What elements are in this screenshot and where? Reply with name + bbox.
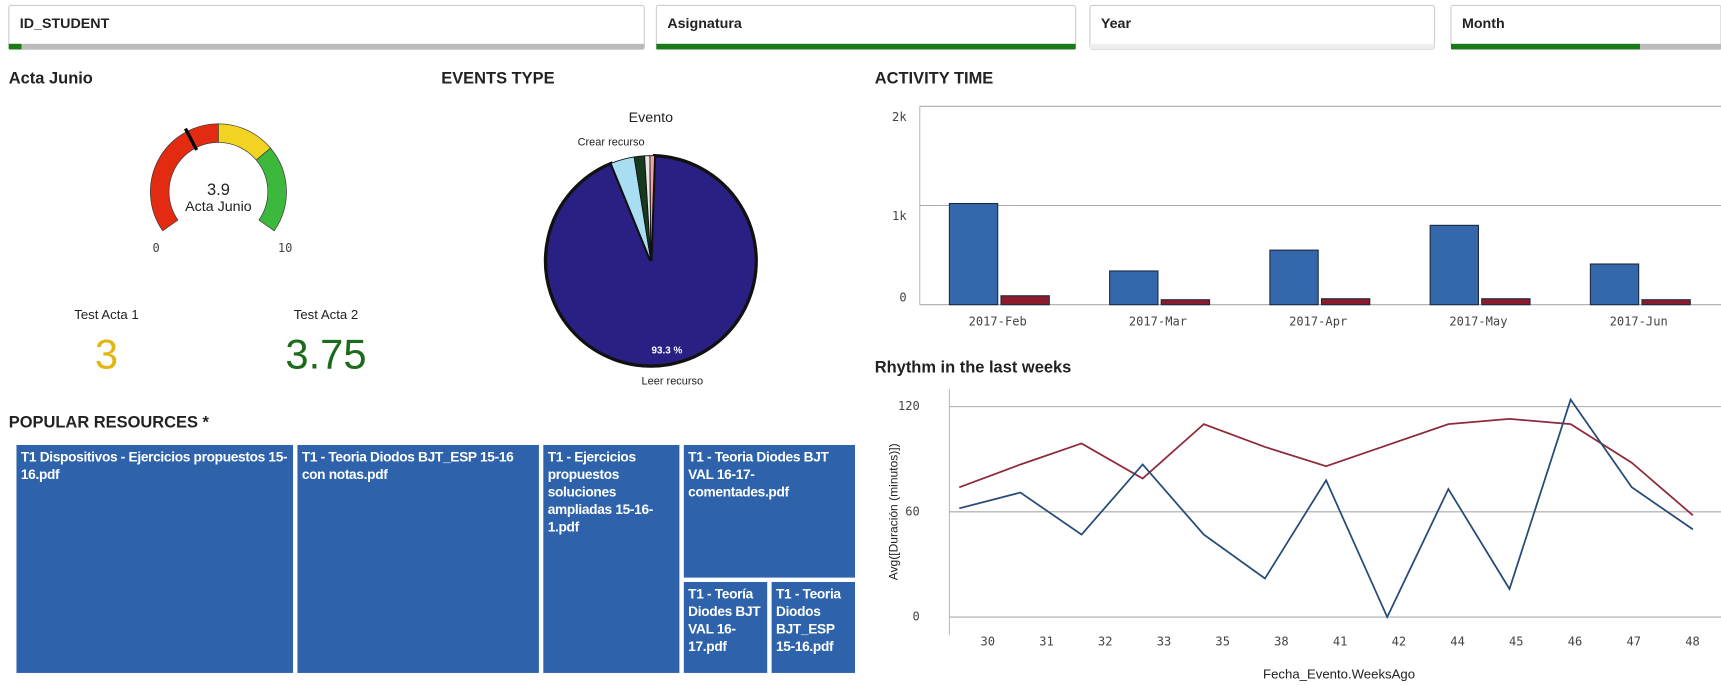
filter[interactable]: Asignatura xyxy=(655,4,1077,50)
x-tick-label: 45 xyxy=(1509,635,1524,649)
resource-tile[interactable]: T1 - Teoria Diodos BJT_ESP 15-16.pdf xyxy=(769,579,858,676)
resource-rect xyxy=(541,442,682,676)
resource-label-box: T1 - Teoria Diodos BJT_ESP 15-16 con not… xyxy=(301,449,514,483)
bar xyxy=(1160,299,1211,306)
pie-subtitle: Evento xyxy=(629,110,673,126)
resource-tile[interactable]: T1 - Ejercicios propuestos soluciones am… xyxy=(541,442,682,676)
x-tick-label: 31 xyxy=(1039,635,1054,649)
x-tick-label: 46 xyxy=(1568,635,1583,649)
x-tick-label: 33 xyxy=(1157,635,1172,649)
resource-label: T1 - Teoria Diodes BJT VAL 16-17-comenta… xyxy=(688,449,829,500)
x-tick-label: 30 xyxy=(981,635,996,649)
bar xyxy=(1109,270,1159,306)
resource-label-box: T1 - Teoria Diodes BJT VAL 16-17-comenta… xyxy=(688,449,829,500)
filter-bar-selected xyxy=(656,43,1076,50)
kpi-value: 3.75 xyxy=(285,330,366,377)
x-tick-label: 35 xyxy=(1215,635,1230,649)
resource-rect xyxy=(681,579,770,676)
filter-box xyxy=(1089,4,1436,50)
x-tick-label: 2017-Mar xyxy=(1129,315,1187,329)
bar xyxy=(1320,298,1371,306)
kpi-value: 3 xyxy=(95,330,118,377)
filter[interactable]: Month xyxy=(1450,4,1721,50)
bar xyxy=(1589,263,1640,306)
resource-rect xyxy=(14,442,296,676)
bar xyxy=(1429,224,1479,306)
resource-label-box: T1 - Teoria Diodos BJT_ESP 15-16.pdf xyxy=(775,586,841,655)
filter-label: Asignatura xyxy=(667,16,743,32)
resource-label-box: T1 - Ejercicios propuestos soluciones am… xyxy=(547,449,654,535)
y-tick-label: 0 xyxy=(899,291,906,305)
x-tick-label: 48 xyxy=(1685,635,1700,649)
resource-label-box: T1 Dispositivos - Ejercicios propuestos … xyxy=(20,449,288,483)
x-tick-label: 2017-May xyxy=(1449,315,1507,329)
resource-label: T1 - Ejercicios propuestos soluciones am… xyxy=(547,449,654,535)
y-tick-label: 2k xyxy=(892,110,907,124)
section-title: EVENTS TYPE xyxy=(441,69,554,87)
pie-category-label: Leer recurso xyxy=(642,376,704,388)
x-tick-label: 38 xyxy=(1274,635,1289,649)
x-tick-label: 32 xyxy=(1098,635,1113,649)
gauge-needle xyxy=(184,127,199,151)
resource-rect xyxy=(295,442,542,676)
y-tick-label: 0 xyxy=(912,610,919,624)
section-title: Acta Junio xyxy=(9,69,93,87)
y-axis-title: Avg([Duración (minutos)]) xyxy=(887,443,901,580)
y-tick-label: 120 xyxy=(898,399,920,413)
bar xyxy=(1481,298,1531,306)
filter-label: Month xyxy=(1462,16,1505,32)
line-series xyxy=(958,418,1694,517)
kpi-label: Test Acta 2 xyxy=(294,307,358,322)
filter[interactable]: Year xyxy=(1089,4,1436,50)
filter[interactable]: ID_STUDENT xyxy=(8,4,645,50)
bar xyxy=(1269,249,1319,306)
resource-tile[interactable]: T1 Dispositivos - Ejercicios propuestos … xyxy=(14,442,296,676)
filter-label: ID_STUDENT xyxy=(20,16,110,32)
filter-bar xyxy=(1089,43,1435,50)
resource-label-box: T1 - Teoría Diodes BJT VAL 16-17.pdf xyxy=(688,586,761,655)
pie-slice xyxy=(649,155,655,261)
gauge-label: Acta Junio xyxy=(185,199,252,215)
gauge-value: 3.9 xyxy=(207,181,230,199)
resource-tile[interactable]: T1 - Teoria Diodos BJT_ESP 15-16 con not… xyxy=(295,442,542,676)
filter-bar xyxy=(8,43,645,50)
bar xyxy=(948,202,999,306)
gauge-band xyxy=(255,147,287,232)
section-title: POPULAR RESOURCES * xyxy=(9,413,210,431)
resource-label: T1 Dispositivos - Ejercicios propuestos … xyxy=(20,449,288,483)
bar xyxy=(1000,295,1050,306)
gauge-min: 0 xyxy=(152,241,159,255)
resource-tile[interactable]: T1 - Teoría Diodes BJT VAL 16-17.pdf xyxy=(681,579,770,676)
section-title: Rhythm in the last weeks xyxy=(875,359,1072,377)
x-axis-title: Fecha_Evento.WeeksAgo xyxy=(1263,667,1415,682)
x-tick-label: 2017-Apr xyxy=(1289,315,1347,329)
resource-rect xyxy=(769,579,858,676)
resource-label: T1 - Teoría Diodes BJT VAL 16-17.pdf xyxy=(688,586,761,655)
resource-label: T1 - Teoria Diodos BJT_ESP 15-16.pdf xyxy=(775,586,841,655)
x-tick-label: 2017-Jun xyxy=(1610,315,1668,329)
x-tick-label: 2017-Feb xyxy=(969,315,1027,329)
filter-label: Year xyxy=(1101,16,1132,32)
bar xyxy=(1641,299,1691,306)
line-series xyxy=(959,397,1694,620)
section-title: ACTIVITY TIME xyxy=(875,69,994,87)
resource-label: T1 - Teoria Diodos BJT_ESP 15-16 con not… xyxy=(301,449,514,483)
pie-category-label: Crear recurso xyxy=(578,137,645,149)
x-tick-label: 42 xyxy=(1392,635,1407,649)
x-tick-label: 47 xyxy=(1626,635,1641,649)
y-tick-label: 1k xyxy=(892,209,907,223)
x-tick-label: 41 xyxy=(1333,635,1348,649)
resource-tile[interactable]: T1 - Teoria Diodes BJT VAL 16-17-comenta… xyxy=(681,442,858,580)
gauge-max: 10 xyxy=(278,241,293,255)
pie-value-label: 93.3 % xyxy=(652,346,683,357)
filter-bar-selected xyxy=(8,43,22,50)
y-tick-label: 60 xyxy=(905,504,920,518)
kpi-label: Test Acta 1 xyxy=(74,307,138,322)
x-tick-label: 44 xyxy=(1450,635,1465,649)
resource-rect xyxy=(681,442,858,580)
filter-bar-selected xyxy=(1450,43,1640,50)
